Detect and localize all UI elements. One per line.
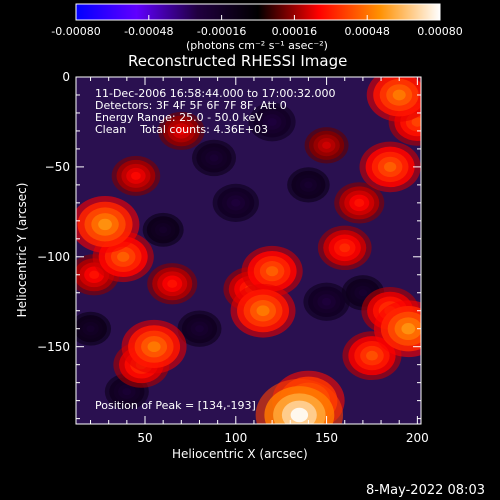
colorbar-tick-label: 0.00080	[417, 25, 463, 38]
annotation-time-range: 11-Dec-2006 16:58:44.000 to 17:00:32.000	[95, 87, 336, 100]
negative-emission-blob	[142, 212, 184, 247]
positive-emission-blob	[230, 283, 296, 338]
annotation-detectors: Detectors: 3F 4F 5F 6F 7F 8F, Att 0	[95, 99, 287, 112]
colorbar-tick-label: 0.00016	[271, 25, 318, 38]
negative-emission-blob	[341, 275, 385, 311]
x-axis-label: Heliocentric X (arcsec)	[172, 447, 308, 461]
negative-emission-blob	[177, 310, 222, 347]
y-tick-label: 0	[62, 70, 70, 84]
axis-ticks	[76, 76, 421, 424]
x-tick-label: 150	[315, 431, 339, 445]
y-tick-label: −100	[37, 249, 70, 264]
y-axis-label: Heliocentric Y (arcsec)	[15, 182, 29, 318]
negative-emission-blob	[76, 311, 112, 346]
colorbar-tick-label: -0.00080	[51, 25, 101, 38]
colorbar-tick-label: -0.00016	[196, 25, 247, 38]
x-tick-label: 50	[137, 431, 153, 445]
heatmap-plot	[76, 77, 421, 424]
x-tick-label: 100	[224, 431, 248, 445]
positive-emission-blob	[388, 98, 421, 146]
colorbar-units-label: (photons cm⁻² s⁻¹ asec⁻²)	[186, 39, 328, 52]
chart-title: Reconstructed RHESSI Image	[128, 52, 348, 70]
positive-emission-blob	[76, 196, 140, 253]
colorbar-tick-label: -0.00048	[124, 25, 174, 38]
positive-emission-blob	[121, 319, 187, 374]
negative-emission-blob	[303, 282, 350, 321]
timestamp: 8-May-2022 08:03	[366, 483, 485, 498]
positive-emission-blob	[147, 263, 198, 305]
positive-emission-blob	[373, 300, 421, 358]
negative-emission-blob	[191, 139, 237, 177]
colorbar-ticks	[75, 15, 441, 20]
annotation-energy-range: Energy Range: 25.0 - 50.0 keV	[95, 111, 263, 124]
x-tick-label: 200	[405, 431, 429, 445]
positive-emission-blob	[111, 155, 161, 196]
negative-emission-blob	[248, 102, 296, 142]
y-tick-label: −150	[37, 339, 70, 354]
positive-emission-blob	[255, 378, 344, 424]
positive-emission-blob	[304, 127, 349, 164]
y-tick-label: −50	[44, 159, 70, 174]
colorbar-tick-label: 0.00048	[344, 25, 390, 38]
annotation-clean-counts: Clean Total counts: 4.36E+03	[95, 123, 269, 136]
colorbar	[75, 3, 441, 21]
negative-emission-blob	[287, 167, 330, 203]
positive-emission-blob	[241, 245, 303, 297]
positive-emission-blob	[366, 77, 421, 122]
plot-frame	[75, 76, 422, 425]
positive-emission-blob	[317, 225, 372, 271]
positive-emission-blob	[359, 141, 421, 193]
negative-emission-blob	[212, 183, 259, 222]
positive-emission-blob	[158, 111, 205, 151]
peak-position-label: Position of Peak = [134,-193]	[95, 399, 256, 412]
positive-emission-blob	[334, 182, 385, 224]
